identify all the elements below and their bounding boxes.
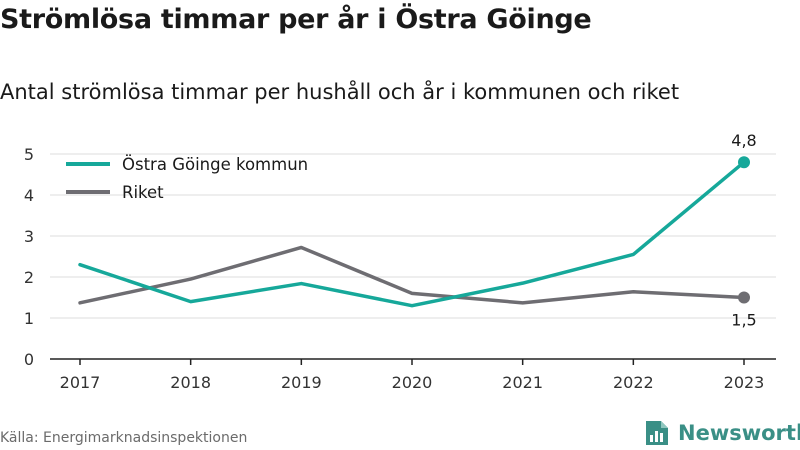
brand-logo: Newsworthy [644,420,800,446]
x-tick-label: 2019 [281,373,322,392]
chart-subtitle: Antal strömlösa timmar per hushåll och å… [0,80,680,104]
x-tick-label: 2020 [392,373,433,392]
y-tick-label: 4 [24,186,34,205]
end-labels: 4,8 1,5 [731,131,756,329]
chart-title: Strömlösa timmar per år i Östra Göinge [0,4,592,35]
legend: Östra Göinge kommun Riket [66,155,308,202]
series-line [78,160,746,308]
end-value-label: 4,8 [731,131,756,150]
end-value-label: 1,5 [731,311,756,330]
x-tick-label: 2021 [502,373,543,392]
x-tick-label: 2018 [170,373,211,392]
y-tick-label: 5 [24,145,34,164]
y-tick-label: 0 [24,350,34,369]
x-tick-label: 2022 [613,373,654,392]
brand-name: Newsworthy [678,421,800,445]
bar-chart-doc-icon [646,421,668,445]
x-tick-label: 2023 [724,373,765,392]
x-axis-ticks: 2017 2018 2019 2020 2021 2022 2023 [60,359,765,392]
source-note: Källa: Energimarknadsinspektionen [0,430,248,446]
legend-label: Östra Göinge kommun [122,155,308,174]
series-end-marker [738,156,750,169]
series-end-marker [738,291,750,304]
series-lines [78,156,750,308]
y-tick-label: 1 [24,309,34,328]
x-tick-label: 2017 [60,373,101,392]
y-tick-label: 2 [24,268,34,287]
y-tick-label: 3 [24,227,34,246]
legend-label: Riket [122,183,164,202]
series-line [78,245,746,305]
y-axis-ticks: 0 1 2 3 4 5 [24,145,34,369]
